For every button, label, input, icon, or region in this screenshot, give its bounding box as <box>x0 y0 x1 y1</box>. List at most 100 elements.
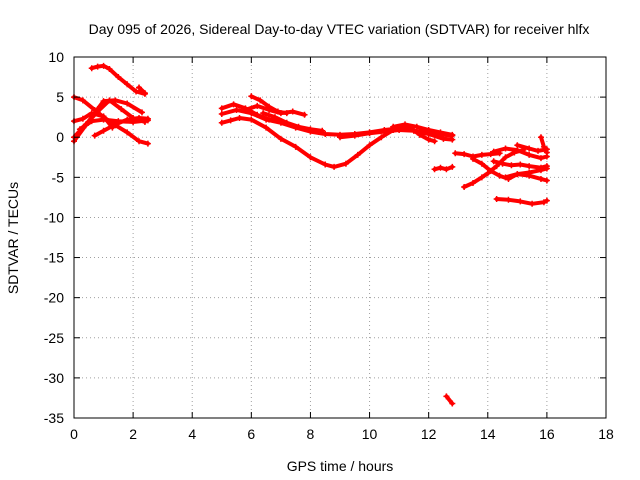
plot-frame <box>73 56 607 419</box>
data-point <box>390 123 397 130</box>
data-point <box>236 114 243 121</box>
data-point <box>242 106 249 113</box>
data-point <box>437 164 444 171</box>
data-point <box>266 103 273 110</box>
data-point <box>319 127 326 134</box>
y-axis-label: SDTVAR / TECUs <box>5 182 21 294</box>
series-line <box>444 394 455 406</box>
x-tick-label: 4 <box>188 426 196 442</box>
data-point <box>543 177 550 184</box>
data-point <box>263 124 270 131</box>
data-point <box>443 166 450 173</box>
y-tick-label: 0 <box>56 129 64 145</box>
data-point <box>118 106 125 113</box>
data-point <box>443 393 450 400</box>
data-point <box>91 132 98 139</box>
series-track-02 <box>136 84 148 97</box>
x-tick-label: 6 <box>247 426 255 442</box>
data-point <box>526 151 533 158</box>
x-tick-label: 8 <box>307 426 315 442</box>
series-track-10 <box>218 114 438 170</box>
data-point <box>106 66 113 73</box>
data-series <box>71 62 550 407</box>
data-point <box>478 151 485 158</box>
data-point <box>130 118 137 125</box>
data-point <box>470 155 476 162</box>
data-point <box>301 111 308 118</box>
data-point <box>425 136 432 143</box>
data-point <box>351 132 358 139</box>
x-tick-label: 14 <box>480 426 496 442</box>
data-point <box>490 148 497 155</box>
series-line <box>137 85 147 96</box>
series-track-16 <box>390 121 456 138</box>
series-track-01 <box>88 62 148 97</box>
grid-lines <box>74 57 606 418</box>
data-point <box>478 174 485 181</box>
data-point <box>396 127 403 134</box>
data-point <box>496 172 503 179</box>
data-point <box>112 97 119 104</box>
data-point <box>366 142 373 149</box>
x-axis-label: GPS time / hours <box>287 458 394 474</box>
y-tick-label: -20 <box>44 290 64 306</box>
data-point <box>537 134 544 141</box>
y-tick-label: 5 <box>56 89 64 105</box>
series-track-13 <box>248 93 290 117</box>
data-point <box>88 65 95 72</box>
data-point <box>449 131 456 138</box>
series-track-23 <box>490 145 550 162</box>
series-line <box>432 164 455 172</box>
data-point <box>141 90 148 97</box>
data-point <box>413 123 420 130</box>
data-point <box>543 197 550 204</box>
data-point <box>410 127 417 134</box>
data-point <box>526 145 533 152</box>
data-point <box>100 127 107 134</box>
data-point <box>337 134 343 141</box>
chart-title: Day 095 of 2026, Sidereal Day-to-day VTE… <box>89 21 590 37</box>
data-point <box>230 101 237 108</box>
data-point <box>248 93 255 100</box>
data-point <box>514 171 521 178</box>
y-tick-label: -10 <box>44 209 64 225</box>
data-point <box>514 142 521 149</box>
data-point <box>322 131 329 138</box>
y-tick-label: -15 <box>44 250 64 266</box>
series-track-22 <box>490 158 550 171</box>
data-point <box>487 167 494 174</box>
data-point <box>342 160 349 167</box>
series-track-08 <box>76 116 151 133</box>
data-point <box>307 126 314 133</box>
data-point <box>543 149 550 156</box>
data-point <box>517 161 524 168</box>
data-point <box>124 100 131 107</box>
data-point <box>307 154 314 161</box>
data-point <box>537 175 544 182</box>
data-point <box>227 117 234 124</box>
data-point <box>502 154 509 161</box>
data-point <box>470 179 476 186</box>
data-point <box>502 145 509 152</box>
data-point <box>76 126 83 133</box>
data-point <box>449 400 456 407</box>
data-point <box>322 161 329 168</box>
series-track-18 <box>443 393 456 407</box>
data-point <box>144 140 151 147</box>
x-tick-label: 12 <box>421 426 437 442</box>
data-point <box>138 109 145 116</box>
data-point <box>266 116 273 123</box>
data-point <box>79 115 86 122</box>
axis-ticks <box>73 56 607 419</box>
data-point <box>366 130 373 137</box>
y-axis-tick-labels: 10 5 0 -5 -10 -15 -20 -25 -30 -35 <box>44 49 64 426</box>
data-point <box>124 129 131 136</box>
data-point <box>425 127 432 134</box>
data-point <box>378 134 385 141</box>
data-point <box>431 166 438 173</box>
data-point <box>508 162 515 169</box>
data-point <box>94 106 101 113</box>
data-point <box>218 105 225 112</box>
data-point <box>517 198 524 205</box>
data-point <box>248 116 255 123</box>
